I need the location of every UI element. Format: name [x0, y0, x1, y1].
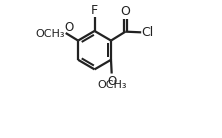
Text: O: O	[107, 75, 117, 88]
Text: OCH₃: OCH₃	[97, 80, 127, 90]
Text: O: O	[65, 21, 74, 34]
Text: OCH₃: OCH₃	[36, 29, 65, 39]
Text: Cl: Cl	[142, 26, 154, 39]
Text: O: O	[121, 5, 130, 18]
Text: F: F	[91, 4, 98, 17]
